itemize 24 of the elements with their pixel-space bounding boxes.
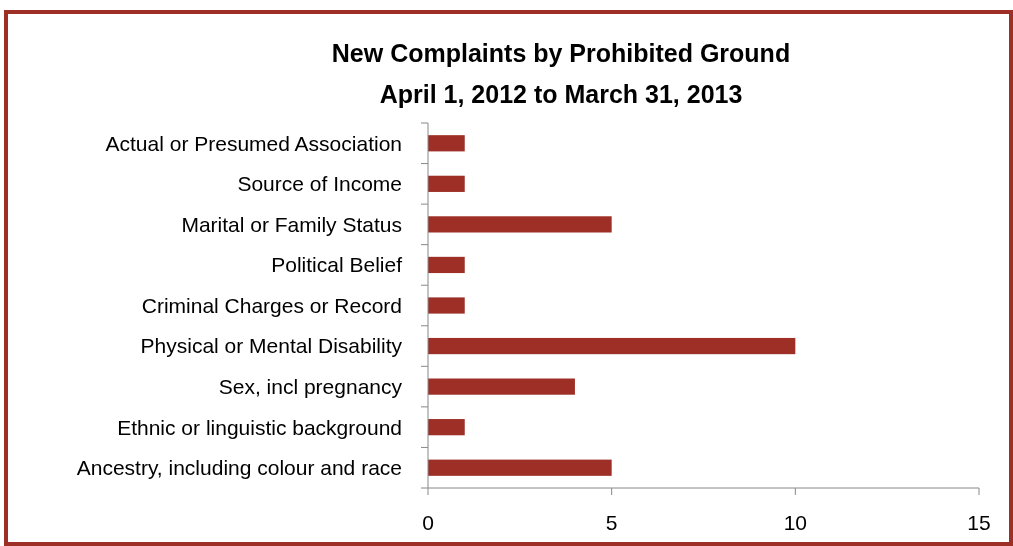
y-tick-label: Marital or Family Status	[181, 212, 402, 236]
y-tick-label: Ethnic or linguistic background	[117, 415, 402, 439]
y-tick-label: Political Belief	[271, 253, 403, 277]
x-tick-label: 0	[422, 511, 434, 534]
y-tick-label: Actual or Presumed Association	[105, 131, 402, 155]
bar	[428, 297, 465, 314]
x-tick-label: 15	[967, 511, 991, 534]
bar	[428, 175, 465, 192]
y-tick-label: Criminal Charges or Record	[141, 293, 402, 317]
chart-title: New Complaints by Prohibited Ground	[331, 39, 791, 67]
bar	[428, 135, 465, 152]
y-tick-label: Physical or Mental Disability	[140, 334, 403, 358]
x-tick-label: 10	[783, 511, 808, 534]
y-tick-label: Sex, incl pregnancy	[218, 374, 403, 398]
y-tick-label: Ancestry, including colour and race	[76, 456, 402, 480]
bar	[428, 419, 465, 436]
bar	[428, 378, 575, 395]
chart-subtitle: April 1, 2012 to March 31, 2013	[379, 80, 743, 108]
bar	[428, 459, 612, 476]
bar	[428, 216, 612, 233]
x-tick-label: 5	[605, 511, 618, 534]
bar	[428, 256, 465, 274]
y-tick-label: Source of Income	[237, 172, 402, 196]
bar	[428, 337, 796, 355]
